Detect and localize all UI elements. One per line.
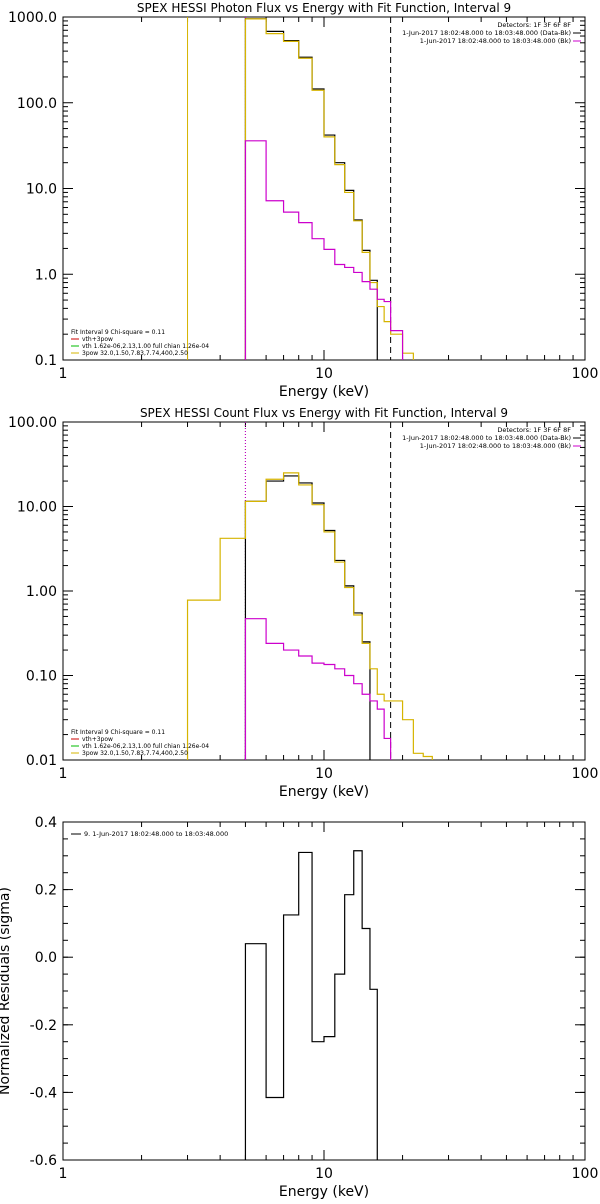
plot-frame [62,421,586,761]
y-tick-label: 0.01 [26,753,57,769]
legend-text: 3pow 32.0,1.50,7.83,7.74,400,2.50 [82,750,188,757]
y-tick-label: 10.00 [17,500,57,516]
legend-text: vth+3pow [82,336,113,343]
x-tick-label: 10 [315,766,333,782]
chart-title: SPEX HESSI Photon Flux vs Energy with Fi… [137,1,511,15]
x-tick-label: 100 [572,1166,599,1182]
plot-area [244,850,378,1160]
legend-text: 1-Jun-2017 18:02:48.000 to 18:03:48.000 … [402,29,571,37]
series-line-vth-3pow [186,472,433,760]
x-tick-label: 1 [59,766,68,782]
legend-text: 3pow 32.0,1.50,7.83,7.74,400,2.50 [82,350,188,357]
x-tick-label: 10 [315,366,333,382]
plot-area [187,17,414,360]
y-tick-label: 100.0 [17,96,57,112]
legend-text: Detectors: 1F 3F 6F 8F [497,21,571,29]
y-axis-label: Normalized Residuals (sigma) [0,887,13,1095]
series-line-data [244,475,371,760]
plot-frame [62,16,586,361]
y-tick-label: 1.00 [26,584,57,600]
legend-text: vth 1.62e-06,2.13,1.00 full chian 1.26e-… [82,343,209,350]
legend-text: 9. 1-Jun-2017 18:02:48.000 to 18:03:48.0… [84,830,228,838]
y-tick-label: 1.0 [35,267,57,283]
panel-2 [62,421,586,761]
legend-text: 1-Jun-2017 18:02:48.000 to 18:03:48.000 … [420,442,571,450]
y-tick-label: 0.0 [35,950,57,966]
x-tick-label: 100 [572,766,599,782]
panel-3 [62,821,586,1161]
plot-frame [62,821,586,1161]
legend-text: Detectors: 1F 3F 6F 8F [497,426,571,434]
y-tick-label: 0.4 [35,815,57,831]
series-line-bk [244,140,404,360]
x-axis-label: Energy (keV) [279,1184,369,1200]
y-tick-label: 0.10 [26,669,57,685]
x-axis-label: Energy (keV) [279,384,369,400]
x-tick-label: 1 [59,1166,68,1182]
y-tick-label: 0.2 [35,883,57,899]
legend-text: 1-Jun-2017 18:02:48.000 to 18:03:48.000 … [420,37,571,45]
x-axis-label: Energy (keV) [279,784,369,800]
x-tick-label: 1 [59,366,68,382]
y-tick-label: 0.1 [35,353,57,369]
y-tick-label: 1000.0 [8,10,57,26]
y-tick-label: -0.4 [30,1085,57,1101]
x-tick-label: 100 [572,366,599,382]
x-tick-label: 10 [315,1166,333,1182]
y-tick-label: 100.00 [8,415,57,431]
y-tick-label: 10.0 [26,182,57,198]
series-line-vth-3pow [244,18,414,360]
y-tick-label: -0.6 [30,1153,57,1169]
legend-text: Fit Interval 9 Chi-square = 0.11 [71,329,165,336]
series-line-data [244,18,378,360]
legend-text: vth+3pow [82,736,113,743]
series-line-9-1-jun-2017-18-02-48-000-to-18-03-48-000 [244,850,378,1160]
plot-area [186,422,433,760]
legend-text: vth 1.62e-06,2.13,1.00 full chian 1.26e-… [82,743,209,750]
panel-1 [62,16,586,361]
y-tick-label: -0.2 [30,1018,57,1034]
chart-title: SPEX HESSI Count Flux vs Energy with Fit… [140,406,508,420]
legend-text: 1-Jun-2017 18:02:48.000 to 18:03:48.000 … [402,434,571,442]
series-line-bk [244,618,392,760]
legend-text: Fit Interval 9 Chi-square = 0.11 [71,729,165,736]
